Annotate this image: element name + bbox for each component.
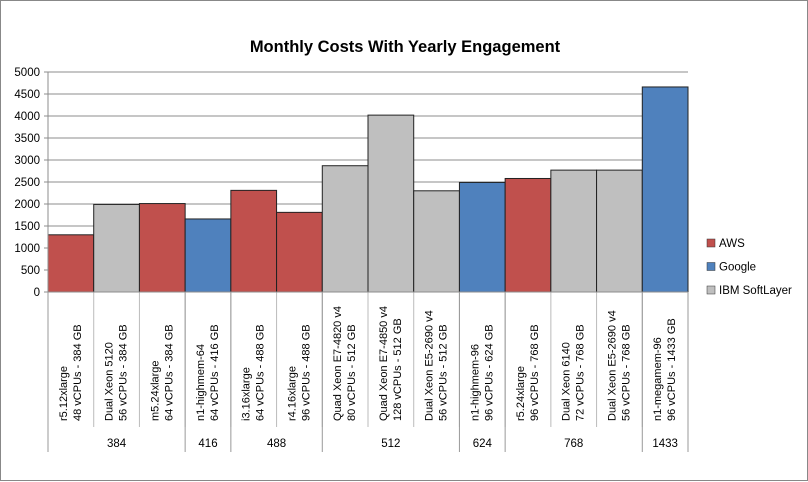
- bar-name: Dual Xeon E5-2690 v4: [606, 310, 618, 421]
- bar-spec: 128 vCPUs - 512 GB: [392, 318, 404, 421]
- bar-spec: 64 vCPUs - 416 GB: [209, 324, 221, 421]
- bar-name: m5.24xlarge: [149, 360, 161, 421]
- bar-spec: 96 vCPUs - 768 GB: [529, 324, 541, 421]
- y-tick-label: 3000: [14, 155, 40, 167]
- bar-name: Quad Xeon E7-4820 v4: [332, 306, 344, 421]
- legend-swatch: [706, 262, 716, 271]
- category-label: m5.24xlarge 64 vCPUs - 384 GB: [149, 324, 175, 421]
- bar-spec: 64 vCPUs - 384 GB: [163, 324, 175, 421]
- category-label: Quad Xeon E7-4850 v4 128 vCPUs - 512 GB: [378, 306, 404, 421]
- bar: [641, 86, 689, 293]
- y-tick-label: 2000: [14, 199, 40, 211]
- bar: [93, 203, 140, 293]
- category-label: r4.16xlarge 96 vCPUs - 488 GB: [286, 324, 312, 421]
- group-label: 1433: [652, 438, 678, 450]
- legend-label: AWS: [719, 238, 745, 250]
- y-tick-label: 2500: [14, 177, 40, 189]
- bar: [138, 203, 186, 293]
- bar-name: Dual Xeon 5120: [104, 342, 116, 421]
- bar: [367, 114, 415, 293]
- bar-name: n1-highmem-64: [195, 344, 207, 421]
- category-label: Dual Xeon E5-2690 v4 56 vCPUs - 512 GB: [424, 310, 450, 421]
- y-tick-label: 5000: [14, 67, 40, 79]
- bar: [458, 181, 506, 293]
- bar: [230, 189, 278, 293]
- y-tick-label: 1000: [14, 243, 40, 255]
- y-tick-label: 4000: [14, 111, 40, 123]
- y-tick-label: 4500: [14, 89, 40, 101]
- category-label: r5.24xlarge 96 vCPUs - 768 GB: [515, 324, 541, 421]
- bar-spec: 96 vCPUs - 624 GB: [483, 324, 495, 421]
- legend-label: IBM SoftLayer: [719, 285, 792, 297]
- category-label: Dual Xeon E5-2690 v4 56 vCPUs - 768 GB: [606, 310, 632, 421]
- y-tick-label: 500: [21, 265, 40, 277]
- group-label: 384: [107, 438, 127, 450]
- bar-spec: 72 vCPUs - 768 GB: [575, 324, 587, 421]
- category-label: r5.12xlarge 48 vCPUs - 384 GB: [58, 324, 84, 421]
- chart-title: Monthly Costs With Yearly Engagement: [250, 38, 561, 56]
- bar-spec: 48 vCPUs - 384 GB: [72, 324, 84, 421]
- legend-label: Google: [719, 262, 756, 274]
- category-label: n1-highmem-64 64 vCPUs - 416 GB: [195, 324, 221, 421]
- bar-name: Dual Xeon E5-2690 v4: [424, 310, 436, 421]
- category-label: i3.16xlarge 64 vCPUs - 488 GB: [241, 324, 267, 421]
- category-label: Dual Xeon 6140 72 vCPUs - 768 GB: [561, 324, 587, 421]
- bar-name: r5.12xlarge: [58, 366, 70, 421]
- legend-swatch: [706, 285, 716, 295]
- bar-spec: 56 vCPUs - 384 GB: [118, 324, 130, 421]
- y-tick-label: 1500: [14, 221, 40, 233]
- bar: [550, 169, 598, 293]
- category-label: n1-highmem-96 96 vCPUs - 624 GB: [469, 324, 495, 421]
- bar-spec: 64 vCPUs - 488 GB: [255, 324, 267, 421]
- bar-name: r5.24xlarge: [515, 366, 527, 421]
- bar: [276, 211, 323, 293]
- group-label: 768: [564, 438, 583, 450]
- category-label: Dual Xeon 5120 56 vCPUs - 384 GB: [104, 324, 130, 421]
- bar-spec: 56 vCPUs - 768 GB: [620, 324, 632, 421]
- bar-name: r4.16xlarge: [286, 366, 298, 421]
- bar: [184, 218, 232, 293]
- bar-spec: 96 vCPUs - 1433 GB: [666, 318, 678, 421]
- bar-name: n1-highmem-96: [469, 344, 481, 421]
- bar-name: n1-megamem-96: [652, 337, 664, 421]
- bar: [596, 169, 643, 293]
- group-label: 416: [198, 438, 217, 450]
- group-label: 488: [267, 438, 286, 450]
- bar: [321, 165, 369, 293]
- legend-swatch: [706, 238, 716, 248]
- group-label: 512: [381, 438, 400, 450]
- bar: [413, 190, 460, 293]
- bar: [504, 177, 552, 293]
- bar-name: Quad Xeon E7-4850 v4: [378, 306, 390, 421]
- bar-spec: 96 vCPUs - 488 GB: [300, 324, 312, 421]
- bar-name: i3.16xlarge: [241, 367, 253, 421]
- bar-spec: 80 vCPUs - 512 GB: [346, 324, 358, 421]
- y-tick-label: 0: [34, 287, 40, 299]
- group-label: 624: [473, 438, 493, 450]
- bar-spec: 56 vCPUs - 512 GB: [438, 324, 450, 421]
- category-label: n1-megamem-96 96 vCPUs - 1433 GB: [652, 318, 678, 421]
- y-tick-label: 3500: [14, 133, 40, 145]
- bar: [47, 234, 95, 293]
- bar-name: Dual Xeon 6140: [561, 342, 573, 421]
- category-label: Quad Xeon E7-4820 v4 80 vCPUs - 512 GB: [332, 306, 358, 421]
